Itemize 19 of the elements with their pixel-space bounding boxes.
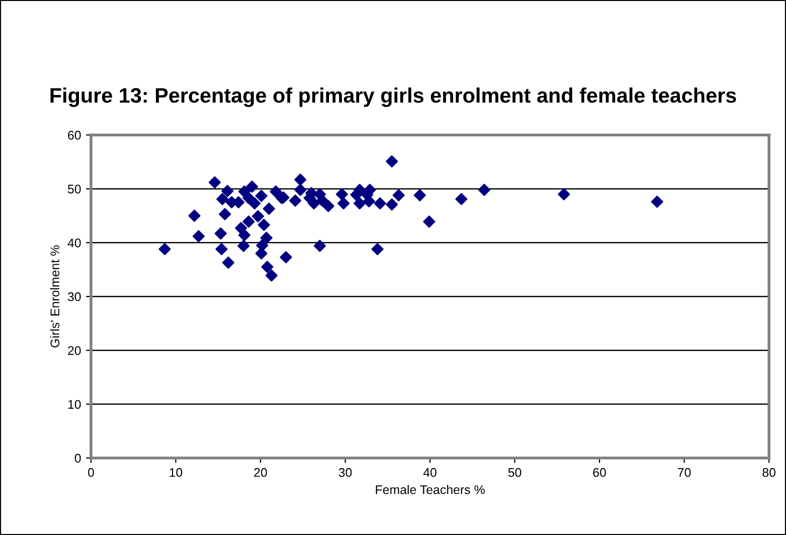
x-tick-label: 0 (88, 468, 94, 477)
y-tick-label: 40 (68, 238, 81, 248)
x-tick-label: 80 (762, 468, 776, 477)
x-tick-label: 20 (254, 468, 267, 477)
x-tick-label: 10 (170, 468, 182, 477)
x-tick-label: 70 (678, 468, 691, 477)
y-tick-label: 50 (68, 184, 81, 194)
x-axis-title: Female Teachers % (376, 484, 485, 494)
y-tick-label: 20 (68, 346, 81, 355)
y-tick-label: 10 (68, 400, 81, 409)
x-tick-label: 50 (508, 468, 522, 477)
chart-title: Figure 13: Percentage of primary girls enrolment and female teachers (50, 87, 736, 107)
y-tick-label: 60 (68, 130, 81, 140)
x-tick-label: 30 (338, 468, 352, 477)
x-tick-label: 60 (593, 468, 606, 477)
y-tick-label: 0 (74, 454, 81, 463)
y-axis-title: Girls' Enrolment % (50, 245, 60, 348)
y-tick-label: 30 (68, 292, 81, 302)
x-tick-label: 40 (423, 468, 436, 477)
